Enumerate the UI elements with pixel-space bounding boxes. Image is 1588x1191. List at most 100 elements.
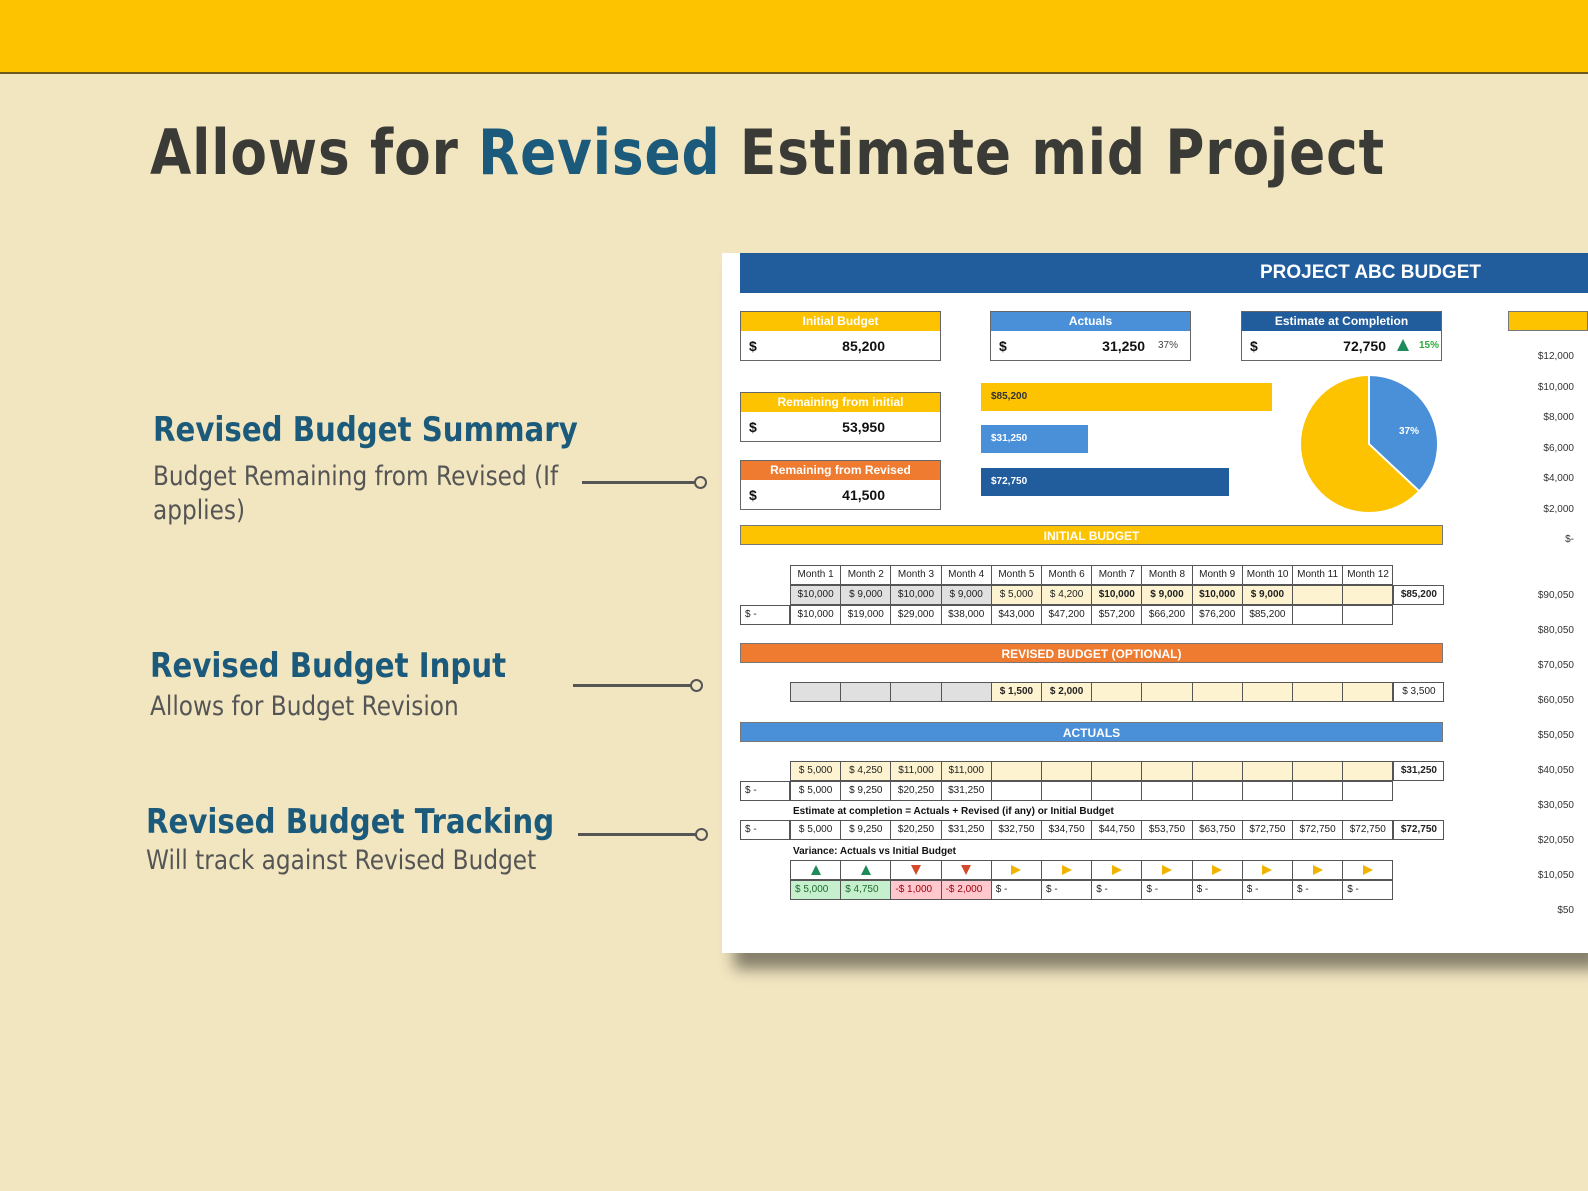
section-revised-budget: REVISED BUDGET (OPTIONAL)	[740, 643, 1443, 663]
variance-icon-cell	[940, 860, 992, 880]
bar-label: $72,750	[991, 476, 1028, 487]
bar-2: $31,250	[981, 425, 1088, 453]
section-initial-budget: INITIAL BUDGET	[740, 525, 1443, 545]
variance-cell: $ -	[1141, 880, 1193, 900]
title-highlight: Revised	[478, 116, 721, 189]
variance-icon-cell	[990, 860, 1042, 880]
initial-budget-cell: $ 9,000	[940, 585, 992, 605]
callout-revised-budget-summary: Revised Budget Summary Budget Remaining …	[153, 410, 647, 528]
initial-cumulative-cell: $38,000	[940, 605, 992, 625]
kpi-label: Estimate at Completion	[1242, 312, 1441, 331]
month-header: Month 3	[890, 565, 942, 585]
actuals-cumulative-cell	[1141, 781, 1193, 801]
variance-cell: $ 5,000	[790, 880, 842, 900]
initial-budget-cell: $ 9,000	[1141, 585, 1193, 605]
cumulative-start-cell: $ -	[740, 781, 790, 801]
eac-cell: $31,250	[940, 820, 992, 840]
axis-tick-label: $40,050	[1537, 765, 1574, 776]
actuals-cell	[1091, 761, 1143, 781]
kpi-label: Initial Budget	[741, 312, 940, 331]
eac-cell: $72,750	[1342, 820, 1394, 840]
month-header: Month 7	[1091, 565, 1143, 585]
variance-cell: $ -	[1241, 880, 1293, 900]
axis-tick-label: $60,050	[1537, 695, 1574, 706]
initial-budget-cell: $ 9,000	[840, 585, 892, 605]
eac-cell: $32,750	[990, 820, 1042, 840]
month-header: Month 4	[940, 565, 992, 585]
kpi-value: 53,950	[842, 419, 885, 435]
month-header: Month 6	[1041, 565, 1093, 585]
axis-tick-label: $6,000	[1543, 442, 1574, 454]
kpi-value: 85,200	[842, 338, 885, 354]
kpi-value: 72,750	[1343, 338, 1386, 354]
variance-cell: $ -	[1292, 880, 1344, 900]
revised-total-cell: $ 3,500	[1393, 682, 1445, 702]
revised-budget-cell	[890, 682, 942, 702]
eac-note: Estimate at completion = Actuals + Revis…	[793, 806, 1114, 817]
eac-cell: $72,750	[1292, 820, 1344, 840]
revised-budget-cell: $ 1,500	[990, 682, 1042, 702]
kpi-currency: $	[749, 338, 757, 354]
variance-cell: $ 4,750	[840, 880, 892, 900]
initial-cumulative-cell: $10,000	[790, 605, 842, 625]
arrow-right-icon	[1312, 865, 1323, 875]
axis-tick-label: $30,050	[1537, 800, 1574, 811]
callout-heading: Revised Budget Tracking	[146, 802, 555, 842]
kpi-actuals: Actuals $31,250 37%	[990, 311, 1191, 361]
actuals-cell	[990, 761, 1042, 781]
bar-1: $85,200	[981, 383, 1272, 411]
callout-revised-budget-tracking: Revised Budget Tracking Will track again…	[146, 802, 621, 878]
arrow-right-icon	[1362, 865, 1373, 875]
initial-budget-cell: $10,000	[1091, 585, 1143, 605]
variance-icon-cell	[790, 860, 842, 880]
initial-cumulative-cell	[1342, 605, 1394, 625]
top-accent-bar	[0, 0, 1588, 74]
actuals-cumulative-cell	[1241, 781, 1293, 801]
callout-description: Will track against Revised Budget	[146, 845, 537, 876]
initial-cumulative-cell: $29,000	[890, 605, 942, 625]
actuals-cumulative-cell: $31,250	[940, 781, 992, 801]
initial-total-cell: $85,200	[1393, 585, 1445, 605]
kpi-value: 41,500	[842, 487, 885, 503]
month-header: Month 5	[990, 565, 1042, 585]
callout-description: Budget Remaining from Revised (If	[153, 461, 559, 492]
month-header: Month 9	[1191, 565, 1243, 585]
kpi-value: 31,250	[1102, 338, 1145, 354]
revised-budget-cell	[1091, 682, 1143, 702]
variance-icon-cell	[1191, 860, 1243, 880]
kpi-remaining-from-initial: Remaining from initial $53,950	[740, 392, 941, 442]
eac-cell: $ 5,000	[790, 820, 842, 840]
eac-cell: $53,750	[1141, 820, 1193, 840]
variance-cell: -$ 1,000	[890, 880, 942, 900]
axis-tick-label: $-	[1565, 534, 1574, 545]
arrow-right-icon	[1111, 865, 1122, 875]
eac-cell: $34,750	[1041, 820, 1093, 840]
kpi-percent: 37%	[1157, 340, 1178, 351]
initial-cumulative-cell: $85,200	[1241, 605, 1293, 625]
initial-budget-cell: $10,000	[890, 585, 942, 605]
axis-tick-label: $50,050	[1537, 730, 1574, 741]
kpi-percent: 15%	[1418, 340, 1439, 351]
kpi-label: Actuals	[991, 312, 1190, 331]
actuals-cell: $ 5,000	[790, 761, 842, 781]
actuals-cumulative-cell: $20,250	[890, 781, 942, 801]
axis-tick-label: $4,000	[1543, 473, 1574, 484]
eac-cell: $44,750	[1091, 820, 1143, 840]
bar-3: $72,750	[981, 468, 1229, 496]
axis-tick-label: $70,050	[1537, 660, 1574, 671]
axis-tick-label: $2,000	[1543, 503, 1574, 515]
arrow-right-icon	[1061, 865, 1072, 875]
kpi-estimate-at-completion: Estimate at Completion $72,750 15%	[1241, 311, 1442, 361]
month-header: Month 12	[1342, 565, 1394, 585]
variance-icon-cell	[1091, 860, 1143, 880]
actuals-cell	[1342, 761, 1394, 781]
initial-cumulative-cell: $47,200	[1041, 605, 1093, 625]
variance-icon-cell	[1041, 860, 1093, 880]
spreadsheet-screenshot: PROJECT ABC BUDGET Initial Budget $85,20…	[722, 253, 1588, 953]
revised-budget-cell	[940, 682, 992, 702]
variance-icon-cell	[1342, 860, 1394, 880]
initial-budget-cell: $10,000	[790, 585, 842, 605]
month-header: Month 10	[1241, 565, 1293, 585]
variance-cell: $ -	[1191, 880, 1243, 900]
variance-icon-cell	[890, 860, 942, 880]
